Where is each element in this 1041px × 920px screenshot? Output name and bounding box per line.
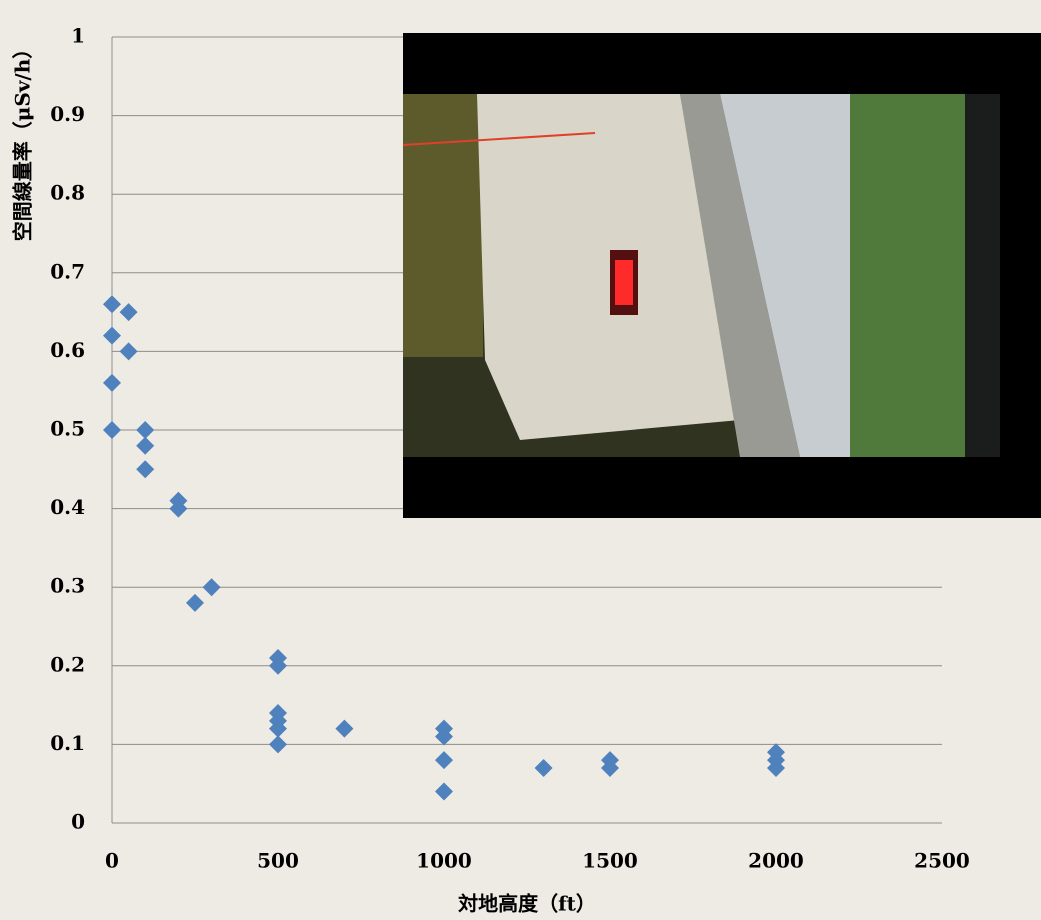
- y-tick-label: 0.2: [50, 652, 85, 676]
- x-tick-label: 500: [257, 849, 299, 873]
- y-axis-title: 空間線量率（μSv/h）: [11, 39, 35, 242]
- marker: [136, 421, 154, 439]
- marker: [136, 460, 154, 478]
- x-tick-label: 0: [105, 849, 119, 873]
- y-tick-label: 0.6: [50, 338, 85, 362]
- marker: [435, 783, 453, 801]
- y-tick-label: 0.4: [50, 495, 85, 519]
- x-tick-label: 2000: [748, 849, 804, 873]
- marker: [103, 374, 121, 392]
- x-tick-label: 1000: [416, 849, 472, 873]
- y-tick-label: 0.9: [50, 102, 85, 126]
- chart: 0 0.1 0.2 0.3 0.4 0.5 0.6 0.7 0.8 0.9 1 0 500 1000 150…: [0, 0, 1041, 920]
- marker: [136, 437, 154, 455]
- y-tick-label: 0.1: [50, 731, 85, 755]
- marker: [435, 751, 453, 769]
- y-tick-label: 1: [71, 24, 85, 48]
- y-tick-label: 0.5: [50, 417, 85, 441]
- marker: [269, 735, 287, 753]
- y-tick-label: 0.8: [50, 181, 85, 205]
- y-tick-label: 0.3: [50, 574, 85, 598]
- x-tick-label: 1500: [582, 849, 638, 873]
- marker: [120, 342, 138, 360]
- marker: [103, 327, 121, 345]
- marker: [535, 759, 553, 777]
- y-tick-label: 0: [71, 810, 85, 834]
- x-tick-label: 2500: [914, 849, 970, 873]
- x-axis-title: 対地高度（ft）: [457, 892, 596, 916]
- y-tick-label: 0.7: [50, 259, 85, 283]
- marker: [335, 720, 353, 738]
- marker: [186, 594, 204, 612]
- photo: [403, 33, 1041, 518]
- marker: [120, 303, 138, 321]
- marker: [203, 578, 221, 596]
- marker: [103, 295, 121, 313]
- marker: [103, 421, 121, 439]
